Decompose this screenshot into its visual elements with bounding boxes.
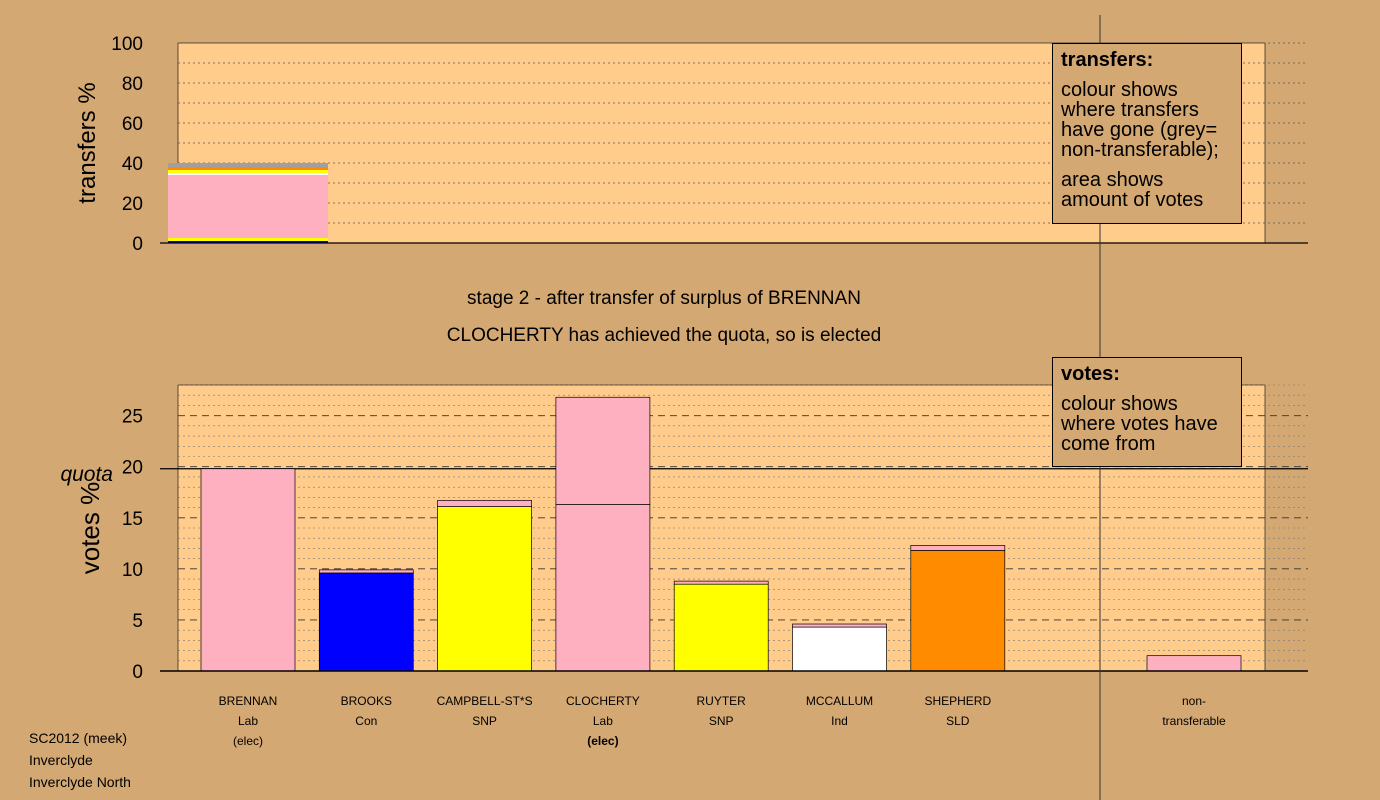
candidate-status-label: (elec) [587,734,618,748]
candidate-name-label: CAMPBELL-ST*S [437,694,533,708]
candidate-name-label: BRENNAN [219,694,278,708]
candidate-status-label: (elec) [233,734,263,748]
nontransferable-bar [1146,655,1242,672]
transfer-bar-segment [168,163,328,167]
transfer-bar-segment [168,175,328,238]
candidate-party-label: SNP [709,714,734,728]
transfers-legend-text: colour shows where transfers have gone (… [1061,79,1219,161]
vote-bar-segment [910,550,1006,672]
votes-y-tick-label: 25 [122,407,143,428]
footer: SC2012 (meek) Inverclyde Inverclyde Nort… [29,727,131,793]
transfers-legend: transfers: colour shows where transfers … [1052,43,1242,224]
transfers-legend-area-text: area shows amount of votes [1061,169,1204,211]
stage-title: stage 2 - after transfer of surplus of B… [467,288,861,309]
footer-election: SC2012 (meek) [29,730,128,746]
candidate-name-label: CLOCHERTY [566,694,640,708]
vote-bar-segment [792,623,887,628]
votes-legend-text: colour shows where votes have come from [1061,393,1218,455]
candidate-name-label: RUYTER [697,694,747,708]
transfers-y-axis-label: transfers % [74,82,101,203]
candidate-name-label: BROOKS [341,694,392,708]
votes-legend: votes: colour shows where votes have com… [1052,357,1242,467]
vote-bar-segment [555,396,651,505]
vote-bar-segment [673,583,769,672]
vote-bar-segment [437,506,532,672]
transfers-y-tick-label: 60 [122,114,143,135]
transfer-bar-segment [168,170,328,173]
vote-bar-segment [673,580,769,585]
votes-y-tick-label: 0 [132,662,143,683]
transfers-y-tick-label: 80 [122,74,143,95]
candidate-name-label: SHEPHERD [924,694,991,708]
vote-bar-segment [318,569,414,574]
vote-bar-segment [318,572,414,672]
transfer-bar-segment [168,241,328,243]
votes-legend-title: votes: [1061,363,1120,385]
nontransferable-label: transferable [1162,714,1226,728]
transfers-y-tick-label: 0 [132,234,143,255]
stage-status: CLOCHERTY has achieved the quota, so is … [446,325,882,346]
transfer-bar-segment [168,167,328,170]
votes-y-tick-label: 5 [132,611,143,632]
votes-y-tick-label: 20 [122,458,143,479]
transfers-y-tick-label: 20 [122,194,143,215]
vote-bar-segment [555,504,651,672]
transfer-bar-segment [168,173,328,175]
votes-y-tick-label: 10 [122,560,143,581]
quota-label: quota [60,463,113,486]
nontransferable-label: non- [1182,694,1206,708]
candidate-party-label: Lab [238,714,258,728]
vote-bar-segment [437,500,532,507]
vote-bar-segment [200,468,296,672]
vote-bar-segment [792,626,887,672]
candidate-party-label: SNP [472,714,497,728]
transfers-legend-title: transfers: [1061,49,1154,71]
vote-bar-segment [910,545,1006,551]
candidate-party-label: SLD [946,714,970,728]
candidate-party-label: Con [355,714,377,728]
footer-ward: Inverclyde North [29,774,131,790]
votes-y-tick-label: 15 [122,509,143,530]
votes-y-axis-label: votes % [75,482,105,575]
candidate-party-label: Lab [593,714,613,728]
transfers-y-tick-label: 40 [122,154,143,175]
transfers-y-tick-label: 100 [111,34,143,55]
candidate-party-label: Ind [831,714,848,728]
transfer-bar-segment [168,238,328,241]
candidate-name-label: MCCALLUM [806,694,873,708]
footer-council: Inverclyde [29,752,93,768]
